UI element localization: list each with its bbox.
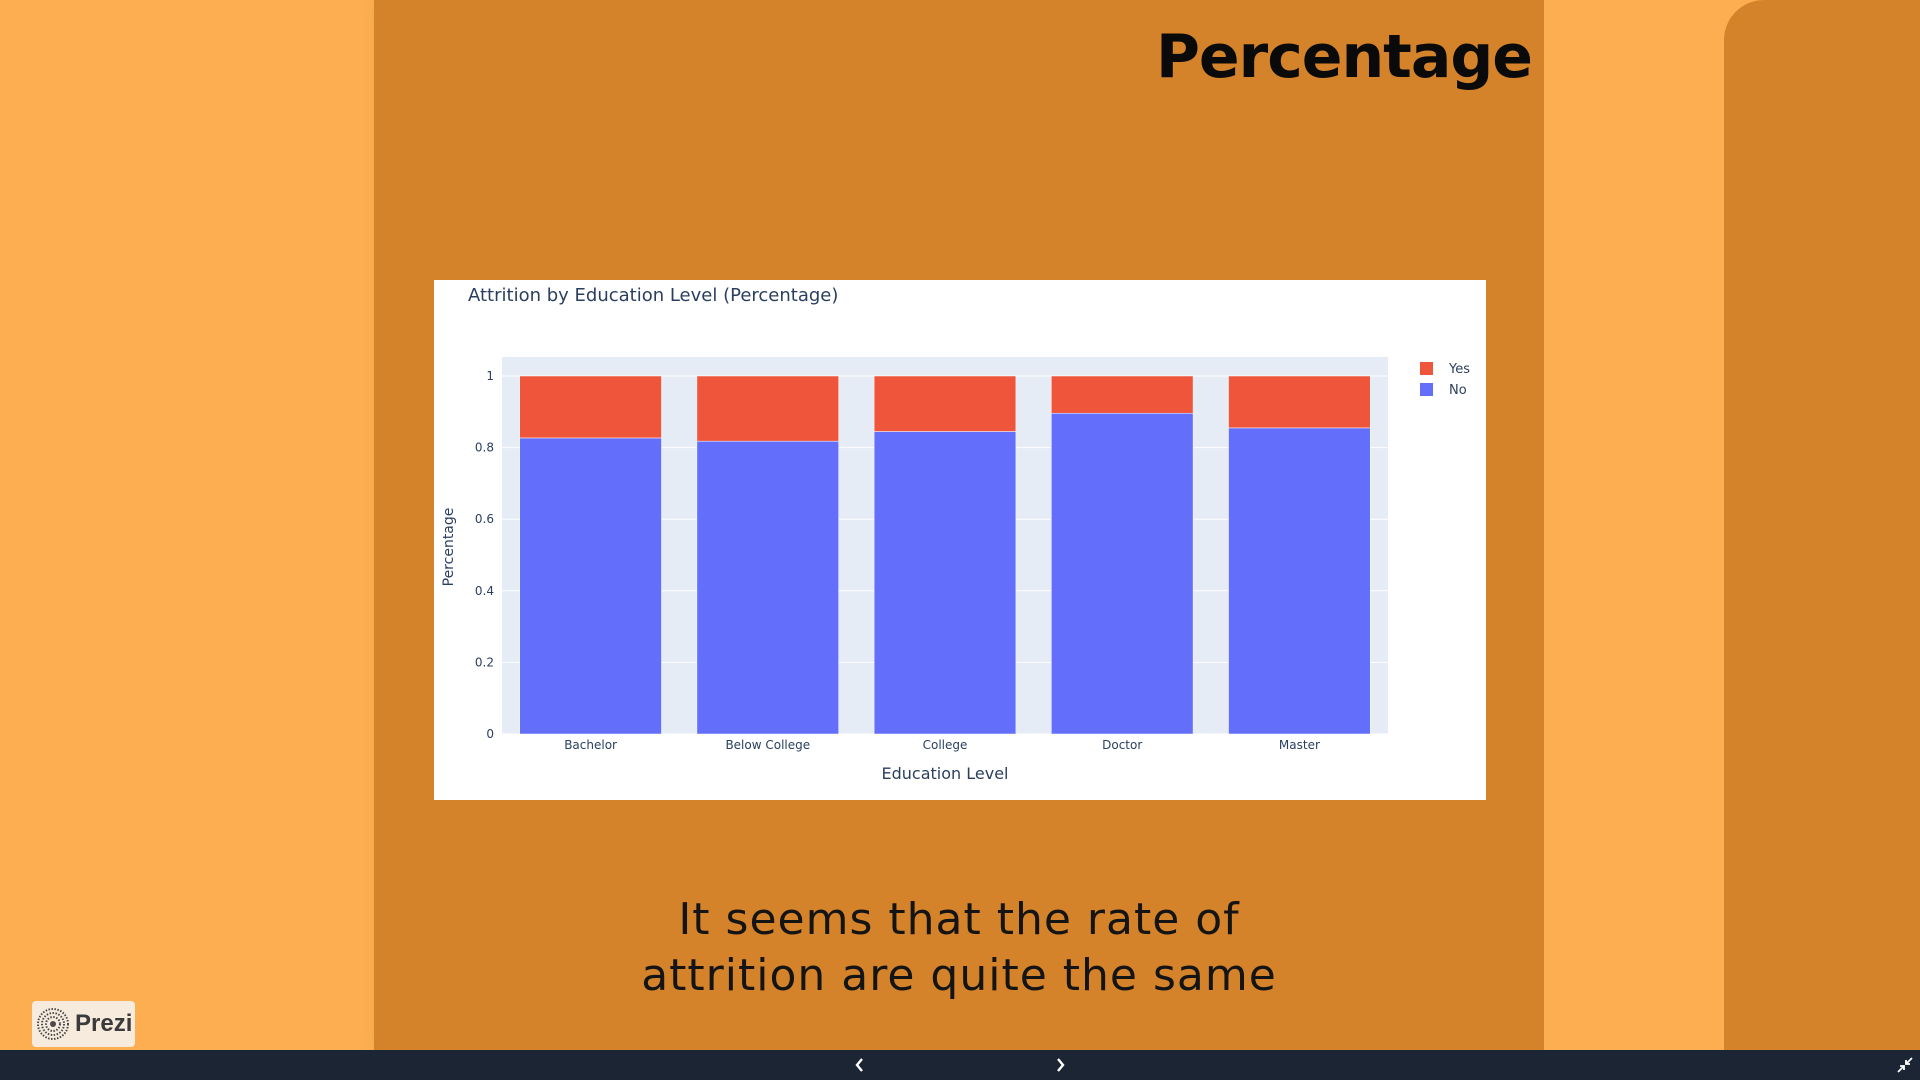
prezi-label: Prezi (75, 1010, 133, 1037)
next-slide-panel[interactable] (1724, 0, 1920, 1050)
y-tick-label: 0.8 (475, 441, 494, 455)
bar-no-bachelor (519, 437, 662, 735)
chevron-left-icon (855, 1058, 863, 1072)
right-background-panel (1544, 0, 1724, 1050)
chart-title: Attrition by Education Level (Percentage… (468, 285, 838, 306)
next-slide-button[interactable] (1045, 1050, 1075, 1080)
presentation-control-bar (0, 1050, 1920, 1080)
chevron-right-icon (1057, 1058, 1065, 1072)
caption-line-2: attrition are quite the same (641, 950, 1277, 1001)
prezi-logo-icon (37, 1008, 69, 1040)
left-background-panel (0, 0, 374, 1050)
bar-yes-master (1228, 375, 1371, 429)
y-axis-label: Percentage (441, 508, 457, 587)
slide-caption: It seems that the rate of attrition are … (374, 892, 1544, 1004)
exit-fullscreen-button[interactable] (1890, 1050, 1920, 1080)
bar-no-college (873, 431, 1017, 735)
attrition-chart: Attrition by Education Level (Percentage… (441, 285, 1470, 783)
y-tick-label: 0.6 (475, 512, 494, 526)
x-tick-label: Bachelor (564, 738, 617, 752)
previous-slide-button[interactable] (845, 1050, 875, 1080)
bar-yes-bachelor (519, 375, 662, 439)
x-tick-label: College (923, 738, 968, 752)
legend-swatch-yes (1420, 362, 1433, 375)
bar-yes-doctor (1051, 375, 1194, 414)
prezi-badge[interactable]: Prezi (32, 1001, 135, 1047)
x-tick-label: Below College (725, 738, 810, 752)
exit-fullscreen-icon (1897, 1057, 1913, 1073)
legend-swatch-no (1420, 383, 1433, 396)
bar-no-below-college (696, 440, 839, 735)
legend-label-no: No (1449, 383, 1467, 398)
x-tick-label: Doctor (1102, 738, 1142, 752)
bar-yes-college (873, 375, 1017, 432)
legend-label-yes: Yes (1448, 362, 1470, 377)
slide-title: Percentage (1155, 22, 1533, 92)
y-tick-label: 0.4 (475, 584, 494, 598)
bar-no-master (1228, 427, 1371, 735)
x-axis-label: Education Level (882, 764, 1009, 783)
caption-line-1: It seems that the rate of (678, 894, 1240, 945)
bar-yes-below-college (696, 375, 839, 442)
chart-card: Attrition by Education Level (Percentage… (434, 280, 1486, 800)
y-tick-label: 1 (486, 369, 494, 383)
x-tick-label: Master (1279, 738, 1320, 752)
y-tick-label: 0 (486, 727, 494, 741)
bar-no-doctor (1051, 412, 1194, 735)
y-tick-label: 0.2 (475, 655, 494, 669)
